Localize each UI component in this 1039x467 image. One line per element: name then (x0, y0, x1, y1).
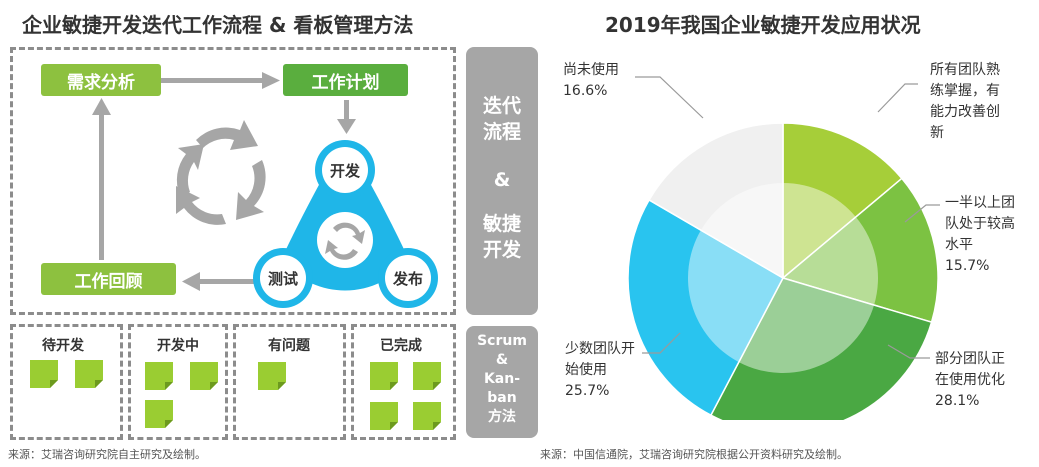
label-value: 25.7% (565, 383, 610, 399)
slice-few-teams-inner (688, 230, 783, 363)
side-scrum-line: 方法 (488, 409, 516, 425)
side-scrum-line: & (495, 352, 509, 368)
kanban-column-doing (128, 324, 228, 440)
label-line: 始使用 (565, 362, 607, 378)
side-iter-line: 流程 (482, 121, 521, 143)
left-source: 来源：艾瑞咨询研究院自主研究及绘制。 (8, 448, 206, 461)
side-scrum-line: ban (487, 390, 517, 406)
sticky-note-icon (75, 360, 103, 388)
sticky-note-icon (370, 402, 398, 430)
label-line: 水平 (945, 237, 973, 253)
label-line: 少数团队开 (565, 341, 635, 357)
label-some-teams: 部分团队正 在使用优化 28.1% (935, 349, 1005, 412)
kanban-title-done: 已完成 (380, 338, 422, 354)
slice-few-teams (627, 198, 784, 417)
slice-not-used (648, 122, 784, 280)
sticky-note-icon (190, 362, 218, 390)
side-iter-line: 敏捷 (482, 213, 521, 235)
develop-label: 开发 (329, 162, 360, 180)
side-panel-iteration: 迭代 流程 & 敏捷 开发 (466, 47, 538, 315)
label-half-teams: 一半以上团 队处于较高 水平 15.7% (945, 193, 1015, 277)
right-source: 来源：中国信通院，艾瑞咨询研究院根据公开资料研究及绘制。 (540, 448, 848, 461)
label-line: 练掌握，有 (930, 83, 1000, 99)
slice-not-used-inner (700, 183, 783, 278)
requirements-box: 需求分析 (41, 64, 161, 96)
label-value: 16.6% (563, 83, 608, 99)
label-line: 一半以上团 (945, 195, 1015, 211)
side-iter-line: 迭代 (482, 95, 521, 117)
arrow-up-icon (92, 98, 111, 260)
test-label: 测试 (267, 270, 298, 288)
label-line: 队处于较高 (945, 216, 1015, 232)
slice-half-teams-inner (783, 216, 878, 306)
kanban-notes (30, 360, 441, 430)
workflow-diagram (92, 72, 438, 308)
side-scrum-line: Kan- (483, 371, 521, 387)
arrow-down-icon (337, 100, 356, 134)
sticky-note-icon (258, 362, 286, 390)
slice-all-teams (782, 122, 903, 280)
label-line: 尚未使用 (563, 62, 619, 78)
kanban-column-todo (10, 324, 123, 440)
label-line: 所有团队熟 (930, 62, 1000, 78)
pie-chart (627, 122, 939, 420)
sticky-note-icon (30, 360, 58, 388)
label-few-teams: 少数团队开 始使用 25.7% (565, 339, 635, 402)
arrow-right-icon (160, 72, 280, 89)
label-value: 15.7% (945, 258, 990, 274)
kanban-column-issue (233, 324, 346, 440)
label-line: 部分团队正 (935, 351, 1005, 367)
label-not-used: 尚未使用 16.6% (563, 60, 619, 102)
side-iter-line: 开发 (482, 239, 521, 261)
sticky-note-icon (413, 362, 441, 390)
kanban-title-issue: 有问题 (268, 338, 310, 354)
kanban-column-done (351, 324, 456, 440)
label-all-teams: 所有团队熟 练掌握，有 能力改善创 新 (930, 60, 1000, 144)
workflow-frame (10, 47, 456, 315)
left-title: 企业敏捷开发迭代工作流程 & 看板管理方法 (22, 13, 414, 37)
sticky-note-icon (413, 402, 441, 430)
sticky-note-icon (370, 362, 398, 390)
small-cycle-icon (325, 222, 365, 260)
plan-box: 工作计划 (283, 64, 408, 96)
slice-some-teams-inner (738, 278, 875, 373)
side-scrum-line: Scrum (477, 333, 527, 349)
release-label: 发布 (392, 270, 423, 288)
label-line: 新 (930, 125, 944, 141)
label-value: 28.1% (935, 393, 980, 409)
kanban-title-doing: 开发中 (157, 338, 199, 354)
side-iter-line: & (493, 169, 511, 191)
side-panel-scrum: Scrum & Kan- ban 方法 (466, 326, 538, 438)
label-line: 能力改善创 (930, 104, 1000, 120)
dev-cycle-shape (253, 140, 438, 308)
right-title: 2019年我国企业敏捷开发应用状况 (605, 13, 921, 37)
review-box: 工作回顾 (41, 263, 176, 295)
sticky-note-icon (145, 362, 173, 390)
arrow-left-icon (182, 272, 258, 291)
slice-all-teams-inner (783, 183, 856, 278)
cycle-arrows-icon (176, 120, 266, 225)
slice-half-teams (781, 177, 939, 324)
label-line: 在使用优化 (935, 372, 1005, 388)
sticky-note-icon (145, 400, 173, 428)
kanban-title-todo: 待开发 (42, 338, 84, 354)
